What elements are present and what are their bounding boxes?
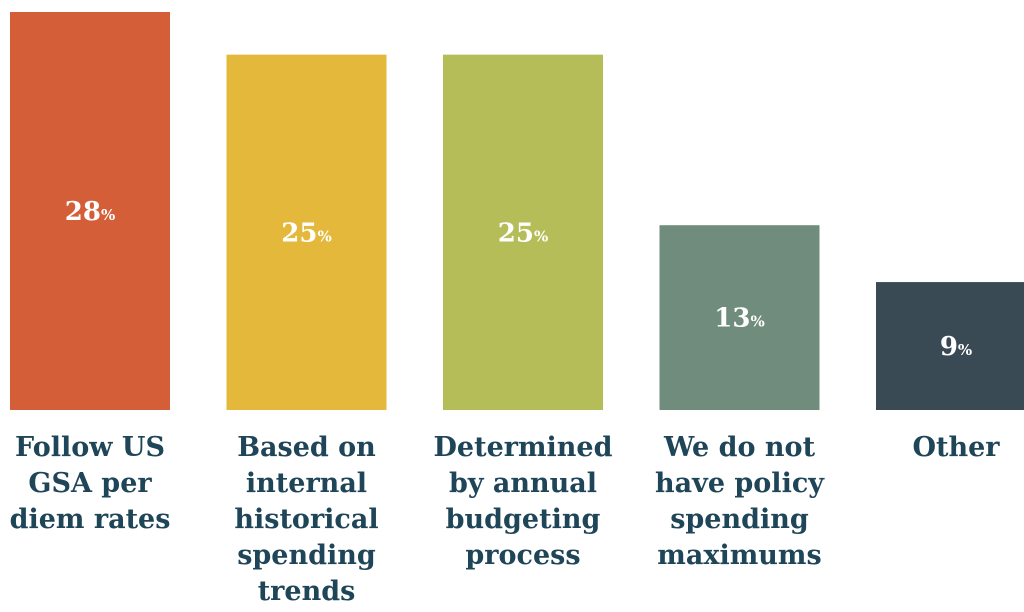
bar-5 (876, 282, 1024, 410)
bar-value-label-2: 25% (281, 218, 331, 248)
bar-4 (659, 225, 820, 410)
category-label-4: We do not have policy spending maximums (655, 432, 824, 571)
category-label-3: Determined by annual budgeting process (433, 432, 613, 571)
bar-value-label-4: 13% (714, 304, 764, 334)
bar-3 (443, 54, 603, 411)
bar-2 (226, 54, 387, 411)
category-label-5: Other (912, 432, 1000, 463)
bar-value-label-5: 9% (940, 332, 972, 362)
category-label-2: Based on internal historical spending tr… (234, 432, 379, 607)
bar-value-label-3: 25% (498, 218, 548, 248)
bar-value-label-1: 28% (65, 197, 115, 227)
category-label-1: Follow US GSA per diem rates (9, 432, 171, 535)
bar-1 (10, 12, 170, 410)
